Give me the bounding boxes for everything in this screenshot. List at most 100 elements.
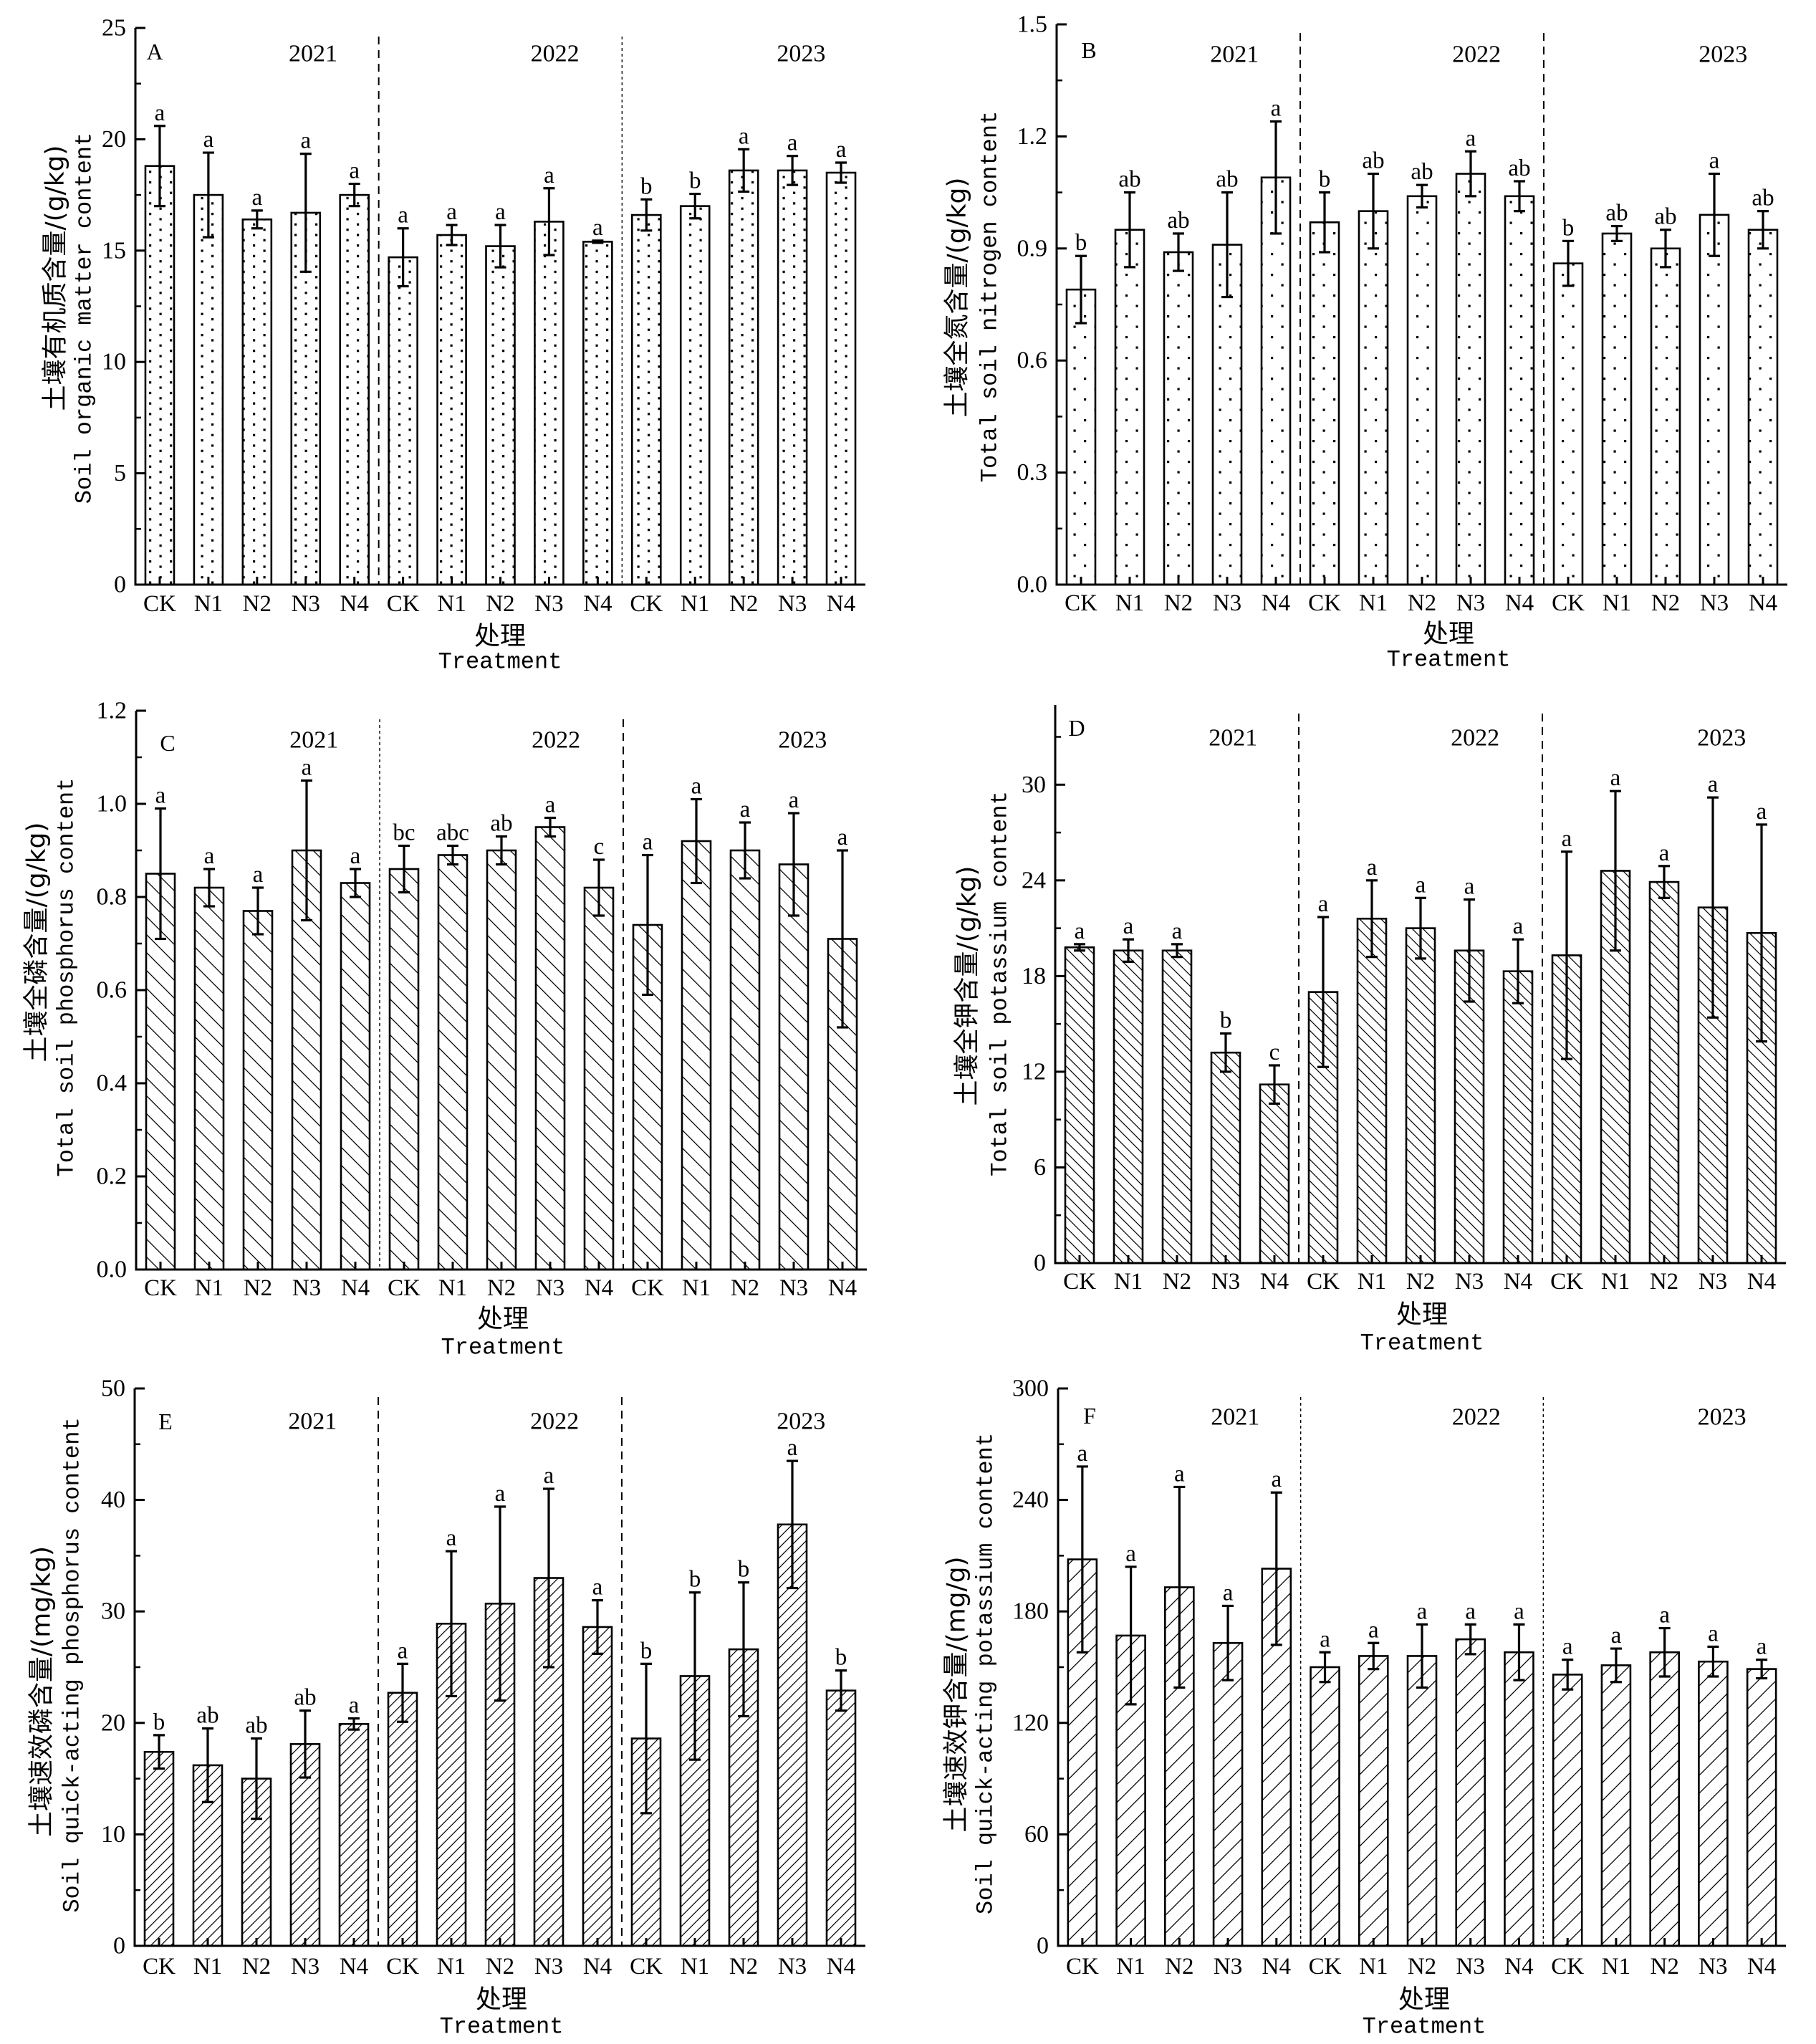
bar — [1405, 927, 1436, 1265]
x-axis-title-en: Treatment — [1360, 1330, 1484, 1357]
x-tick-label: N4 — [1504, 1954, 1533, 1980]
y-tick-label: 0.9 — [1017, 235, 1048, 262]
significance-letter: a — [1465, 1598, 1476, 1624]
y-axis-title-cn: 土壤全钾含量/(g/kg) — [953, 866, 982, 1106]
significance-letter: ab — [245, 1713, 267, 1739]
y-axis-title-en: Soil quick-acting potassium content — [973, 1433, 999, 1914]
y-tick-label: 5 — [114, 460, 126, 486]
x-tick-label: N3 — [1211, 1269, 1240, 1295]
y-tick-label: 180 — [1012, 1598, 1049, 1625]
x-tick-label: N1 — [1359, 590, 1388, 616]
bar — [1552, 1674, 1583, 1947]
x-tick-label: N4 — [1262, 1954, 1291, 1980]
x-axis-title-cn: 处理 — [477, 1305, 529, 1334]
x-tick-label: CK — [1066, 1954, 1099, 1980]
bar — [777, 169, 808, 586]
x-tick-label: N4 — [827, 1954, 855, 1980]
panel-F: a CK a N1 a N2 a N3 a N4 a CK a N1 a N2 a N3 a N4 a CK a N1 a N2 a… — [942, 1376, 1786, 2040]
bar — [681, 840, 712, 1271]
y-axis-title-en: Total soil phosphorus content — [54, 778, 80, 1177]
y-tick-label: 1.2 — [97, 698, 128, 724]
x-tick-label: N3 — [1456, 1954, 1485, 1980]
significance-letter: a — [836, 137, 847, 163]
y-axis-title-en: Soil quick-acting phosphorus content — [59, 1417, 86, 1912]
significance-letter: a — [1416, 872, 1426, 898]
significance-letter: ab — [196, 1703, 218, 1729]
x-tick-label: N4 — [828, 1275, 857, 1301]
x-tick-label: N1 — [1359, 1954, 1388, 1980]
y-tick-label: 240 — [1012, 1487, 1049, 1513]
panel-label: D — [1068, 715, 1085, 741]
x-tick-label: N3 — [778, 591, 807, 617]
year-label: 2021 — [1210, 42, 1259, 68]
significance-letter: b — [1075, 230, 1087, 256]
bar — [825, 171, 857, 586]
significance-letter: a — [1223, 1580, 1234, 1606]
x-axis-title-en: Treatment — [1387, 647, 1511, 673]
bar — [338, 1723, 370, 1947]
panel-label: A — [146, 39, 163, 64]
bar — [1210, 1051, 1241, 1265]
y-tick-label: 0.6 — [1017, 347, 1048, 374]
x-tick-label: N2 — [1165, 1954, 1193, 1980]
significance-letter: ab — [1118, 167, 1140, 193]
y-tick-label: 0 — [1037, 1933, 1049, 1959]
significance-letter: a — [302, 755, 312, 781]
significance-letter: b — [153, 1709, 165, 1735]
bar — [1260, 176, 1292, 586]
x-tick-label: N4 — [340, 591, 369, 617]
x-tick-label: CK — [631, 1275, 664, 1301]
bar — [1212, 1641, 1244, 1947]
y-tick-label: 0.4 — [97, 1070, 128, 1097]
x-tick-label: N2 — [487, 1275, 516, 1301]
significance-letter: a — [350, 843, 361, 869]
x-tick-label: N3 — [1214, 1954, 1242, 1980]
year-label: 2021 — [289, 727, 338, 754]
x-tick-label: N1 — [195, 1275, 224, 1301]
y-axis-title-cn: 土壤速效磷含量/(mg/kg) — [27, 1546, 57, 1837]
x-tick-label: N3 — [778, 1954, 807, 1980]
x-tick-label: CK — [630, 591, 663, 617]
y-tick-label: 1.2 — [1017, 123, 1048, 150]
x-tick-label: CK — [387, 591, 420, 617]
significance-letter: a — [300, 128, 311, 154]
bar — [1698, 1660, 1729, 1947]
y-tick-label: 0 — [1034, 1250, 1046, 1277]
bar — [1649, 1651, 1680, 1947]
bar — [1552, 262, 1584, 586]
y-axis-title-en: Total soil potassium content — [987, 791, 1014, 1176]
bar — [436, 234, 467, 586]
bar — [630, 213, 662, 586]
x-axis-title-en: Treatment — [438, 649, 562, 676]
significance-letter: a — [1368, 1617, 1379, 1643]
x-tick-label: N2 — [1651, 590, 1680, 616]
y-tick-label: 30 — [101, 1598, 125, 1625]
x-tick-label: N1 — [1601, 1269, 1630, 1295]
significance-letter: a — [1757, 1634, 1767, 1660]
bar — [1309, 221, 1340, 586]
significance-letter: a — [1562, 1634, 1573, 1660]
x-tick-label: CK — [1550, 1269, 1583, 1295]
panel-E: bCKabN1abN2abN3aN4aCKaN1aN2aN3aN4bCKbN1b… — [27, 1376, 865, 2040]
x-tick-label: N4 — [1747, 1954, 1776, 1980]
bar — [1307, 991, 1339, 1265]
bar — [1650, 247, 1681, 586]
x-tick-label: N4 — [1749, 590, 1777, 616]
y-tick-label: 20 — [101, 1709, 125, 1736]
significance-letter: ab — [1752, 186, 1774, 211]
significance-letter: a — [495, 1481, 506, 1507]
y-tick-label: 0.0 — [1017, 572, 1048, 598]
year-label: 2022 — [532, 727, 580, 754]
bar — [583, 886, 615, 1271]
significance-letter: a — [1271, 96, 1282, 122]
significance-letter: a — [789, 787, 799, 813]
panel-B: b CK ab N1 ab N2 ab N3 a N4 b CK ab N1 ab N2 a N3 ab N4 b CK a… — [943, 11, 1787, 673]
year-label: 2021 — [1209, 725, 1257, 752]
significance-letter: a — [252, 185, 263, 211]
bar — [1455, 1638, 1486, 1947]
x-tick-label: CK — [1309, 1954, 1342, 1980]
x-tick-label: N2 — [729, 591, 758, 617]
significance-letter: c — [594, 834, 605, 860]
significance-letter: a — [1367, 855, 1378, 881]
bar — [193, 193, 224, 586]
